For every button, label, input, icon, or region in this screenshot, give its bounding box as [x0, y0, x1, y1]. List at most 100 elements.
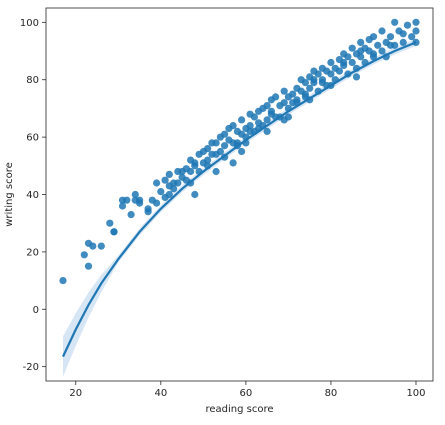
data-point	[174, 179, 182, 187]
y-tick-label: 0	[33, 305, 39, 316]
data-point	[408, 33, 416, 41]
data-point	[399, 38, 407, 47]
data-point	[127, 211, 135, 219]
x-tick-label: 20	[69, 388, 82, 399]
data-point	[301, 90, 309, 98]
data-point	[412, 27, 420, 35]
y-axis-ticks: -20 0 20 40 60 80 100	[20, 18, 46, 373]
data-point	[340, 58, 348, 67]
data-point	[386, 33, 395, 41]
data-points	[59, 18, 420, 285]
data-point	[306, 84, 314, 92]
x-axis-label: reading score	[205, 404, 273, 415]
data-point	[161, 176, 169, 184]
data-point	[221, 130, 229, 138]
data-point	[357, 47, 365, 55]
data-point	[289, 90, 297, 98]
data-point	[378, 27, 386, 35]
data-point	[238, 116, 246, 124]
data-point	[314, 70, 322, 78]
confidence-band	[63, 39, 416, 377]
data-point	[238, 147, 246, 156]
data-point	[369, 50, 378, 58]
data-point	[165, 190, 173, 199]
data-point	[153, 179, 161, 187]
data-point	[369, 33, 378, 41]
data-point	[272, 93, 280, 101]
data-point	[246, 122, 254, 130]
data-point	[204, 156, 212, 164]
data-point	[157, 188, 165, 196]
data-point	[136, 196, 144, 204]
data-point	[412, 18, 420, 26]
y-tick-label: 20	[26, 247, 39, 258]
data-point	[212, 139, 220, 147]
y-tick-label: 80	[26, 75, 39, 86]
data-point	[229, 159, 237, 167]
data-point	[80, 251, 88, 259]
data-point	[352, 73, 361, 81]
data-point	[280, 87, 288, 95]
data-point	[301, 79, 309, 87]
y-axis-label: writing score	[4, 162, 15, 227]
data-point	[391, 18, 399, 26]
data-point	[357, 53, 365, 61]
data-point	[131, 190, 139, 199]
data-point	[386, 41, 395, 49]
data-point	[191, 162, 199, 170]
data-point	[335, 67, 343, 75]
data-point	[153, 199, 161, 207]
data-point	[263, 102, 271, 110]
data-point	[204, 145, 212, 153]
regression-line	[62, 41, 417, 358]
data-point	[263, 127, 271, 135]
data-point	[399, 30, 407, 38]
data-point	[374, 41, 382, 49]
data-point	[327, 58, 335, 67]
data-point	[403, 21, 412, 29]
x-tick-label: 80	[325, 388, 338, 399]
data-point	[229, 122, 237, 130]
data-point	[212, 167, 220, 176]
x-axis-ticks: 20 40 60 80 100	[69, 381, 426, 399]
data-point	[280, 116, 288, 124]
data-point	[118, 202, 127, 210]
data-point	[216, 147, 224, 156]
data-point	[123, 196, 131, 204]
data-point	[246, 127, 254, 135]
data-point	[250, 113, 258, 121]
confidence-band-area	[63, 39, 416, 377]
data-point	[327, 70, 335, 78]
axes-frame	[45, 7, 434, 382]
x-tick-label: 100	[406, 388, 425, 399]
data-point	[89, 242, 97, 250]
y-tick-label: -20	[23, 362, 39, 373]
data-point	[110, 228, 118, 236]
data-point	[280, 99, 288, 107]
fit-line	[62, 41, 417, 358]
data-point	[221, 142, 229, 150]
data-point	[348, 58, 356, 67]
data-point	[263, 116, 271, 124]
data-point	[59, 277, 67, 285]
data-point	[144, 208, 152, 216]
data-point	[378, 47, 386, 55]
data-point	[318, 79, 326, 87]
data-point	[357, 38, 365, 47]
data-point	[310, 76, 318, 84]
y-tick-label: 100	[20, 18, 39, 29]
data-point	[165, 170, 173, 178]
data-point	[187, 167, 195, 176]
data-point	[170, 185, 178, 193]
data-point	[344, 53, 352, 61]
data-point	[84, 262, 93, 270]
data-point	[106, 219, 114, 227]
x-tick-label: 40	[154, 388, 167, 399]
y-tick-label: 40	[26, 190, 39, 201]
x-tick-label: 60	[240, 388, 253, 399]
data-point	[267, 107, 275, 115]
data-point	[191, 190, 199, 199]
data-point	[348, 44, 356, 52]
data-point	[97, 242, 105, 250]
